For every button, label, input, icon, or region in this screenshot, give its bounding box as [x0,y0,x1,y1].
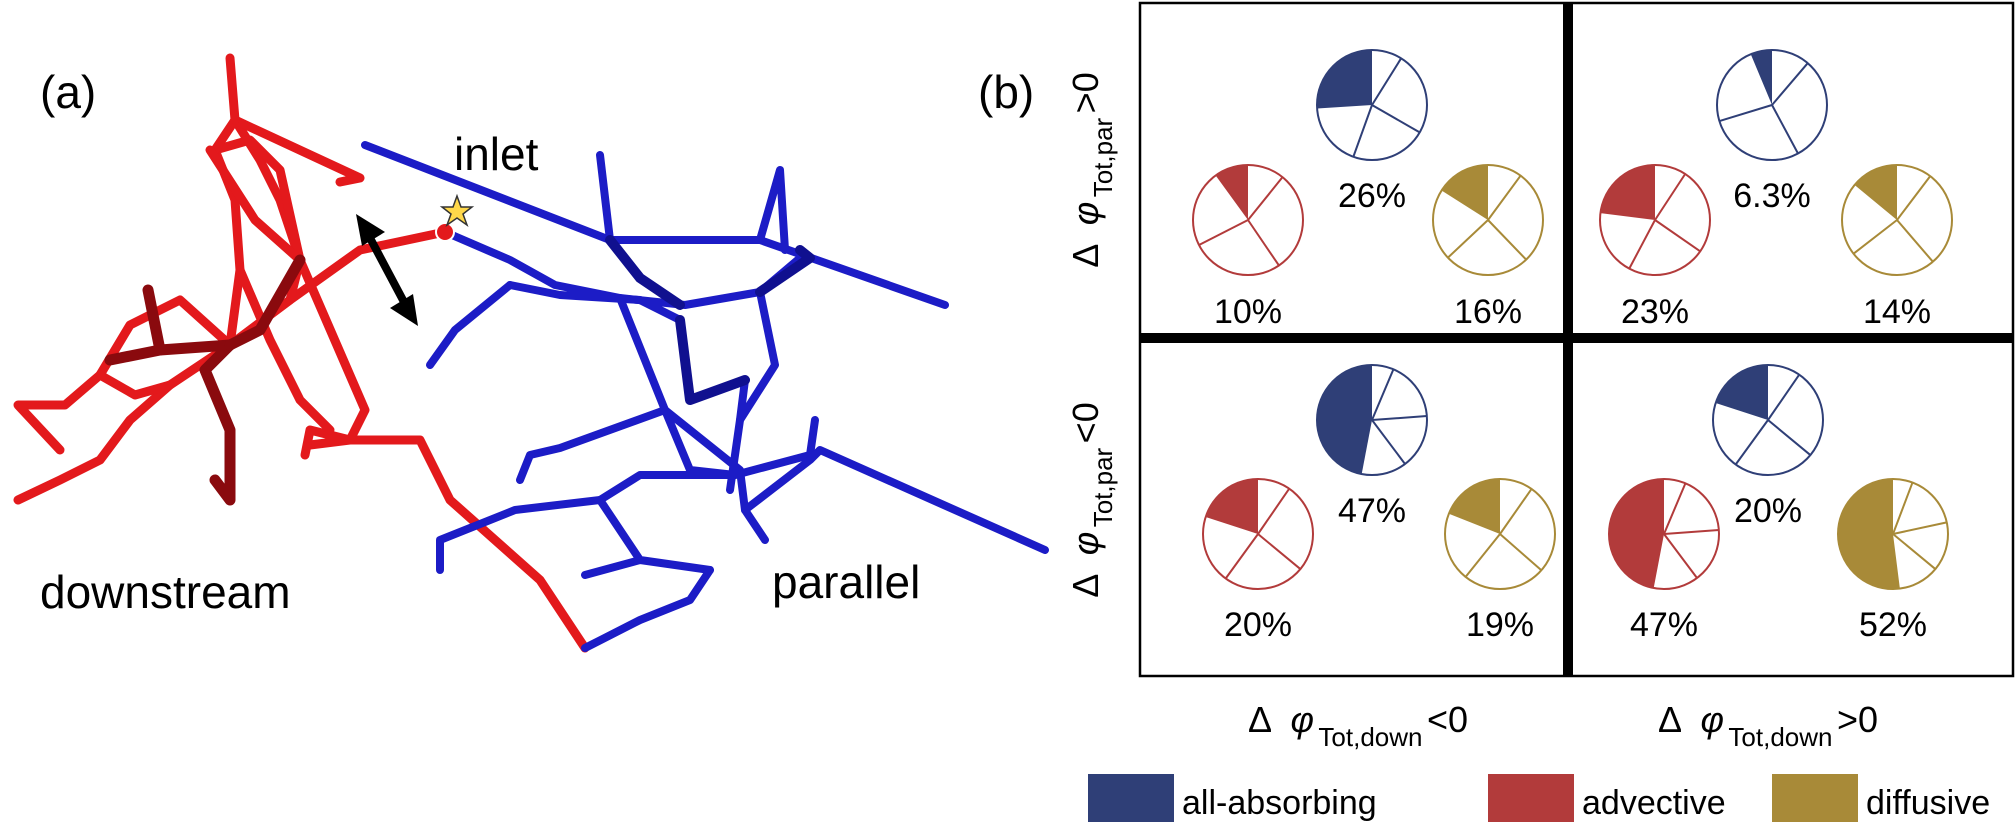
pie-top-right-advective-divider-2 [1654,219,1701,253]
y-axis-label-top: Δ φ Tot,par >0 [1065,72,1118,267]
pie-top-left-advective-divider-1 [1247,176,1284,221]
pct-top-left-advective: 10% [1214,293,1282,331]
pie-bottom-left-advective-divider-2 [1257,533,1302,570]
pie-top-right-diffusive-sector [1854,165,1897,220]
pie-top-left-advective-sector [1215,165,1248,220]
pie-top-right-diffusive [1841,164,1953,276]
pie-bottom-left-advective-divider-3 [1224,533,1259,580]
pie-top-right-all-absorbing [1716,49,1828,161]
panel-b-label: (b) [978,66,1034,118]
pie-bottom-right-diffusive-sector [1838,479,1900,589]
pie-bottom-left-all-absorbing [1316,364,1428,476]
x-axis-label-right: Δ φ Tot,down >0 [1658,699,1878,752]
pie-top-right-advective-divider-1 [1654,173,1687,221]
pie-top-left-diffusive [1432,164,1544,276]
parallel-label: parallel [772,556,920,608]
pct-top-right-all-absorbing: 6.3% [1733,177,1811,215]
pie-bottom-left-diffusive [1444,478,1556,590]
pie-top-left-diffusive-sector [1441,165,1488,220]
pie-top-left-diffusive-divider-3 [1447,219,1489,259]
pie-bottom-right-advective-divider-1 [1663,482,1687,535]
pie-bottom-right-advective-divider-3 [1663,533,1698,579]
pie-top-right-all-absorbing-divider-3 [1719,104,1773,123]
pct-bottom-left-all-absorbing: 47% [1338,492,1406,530]
legend-swatch-advective [1488,774,1574,822]
legend-swatch-diffusive [1772,774,1858,822]
pie-top-left-diffusive-divider-1 [1487,175,1522,221]
pie-top-left-advective-divider-3 [1198,219,1249,246]
pie-bottom-right-diffusive-divider-2 [1892,521,1947,535]
pct-bottom-left-diffusive: 19% [1466,606,1534,644]
pie-top-right-all-absorbing-sector [1750,50,1772,105]
inlet-label: inlet [454,128,539,180]
pie-bottom-left-all-absorbing-divider-2 [1371,415,1427,421]
pie-layer [1192,49,1953,590]
pie-bottom-right-advective-sector [1608,479,1664,589]
panel-a-label: (a) [40,66,96,118]
inlet-star-icon [439,193,475,227]
pct-top-left-all-absorbing: 26% [1338,177,1406,215]
pie-bottom-left-all-absorbing-divider-1 [1371,368,1395,421]
parallel-network [361,141,1049,652]
pct-bottom-left-advective: 20% [1224,606,1292,644]
pie-top-right-all-absorbing-divider-2 [1771,104,1799,154]
pie-top-left-diffusive-divider-2 [1487,219,1527,261]
legend-label-all-absorbing: all-absorbing [1182,784,1377,822]
pct-bottom-right-diffusive: 52% [1859,606,1927,644]
pie-top-left-all-absorbing-divider-3 [1352,104,1373,158]
pct-top-right-diffusive: 14% [1863,293,1931,331]
pie-bottom-right-diffusive-divider-3 [1892,533,1937,570]
pie-bottom-left-diffusive-divider-1 [1499,488,1533,535]
pie-bottom-right-all-absorbing-divider-1 [1767,374,1801,421]
pie-bottom-left-advective-sector [1205,479,1258,534]
pie-bottom-left-all-absorbing-sector [1317,365,1372,475]
x-axis-label-left: Δ φ Tot,down <0 [1248,699,1468,752]
pie-top-right-advective-divider-3 [1628,219,1656,270]
pie-top-left-all-absorbing-divider-2 [1371,104,1421,134]
pie-bottom-left-diffusive-divider-3 [1464,533,1501,578]
pie-top-right-all-absorbing-divider-1 [1771,62,1809,106]
pct-top-right-advective: 23% [1621,293,1689,331]
pie-top-right-diffusive-divider-2 [1896,219,1934,263]
pie-bottom-left-diffusive-sector [1448,479,1500,534]
pie-bottom-right-all-absorbing-sector [1715,365,1768,420]
y-axis-label-bottom: Δ φ Tot,par <0 [1065,402,1118,597]
pie-top-left-all-absorbing-divider-1 [1371,57,1402,106]
pie-bottom-right-all-absorbing-divider-3 [1734,419,1769,466]
pie-top-left-advective-divider-2 [1247,219,1280,267]
legend-label-diffusive: diffusive [1866,784,1990,822]
pie-top-right-diffusive-divider-1 [1896,175,1932,221]
legend: all-absorbing advective diffusive [1088,774,1990,822]
pie-bottom-left-advective [1202,478,1314,590]
pct-top-left-diffusive: 16% [1454,293,1522,331]
pie-top-left-all-absorbing [1316,49,1428,161]
pie-bottom-left-diffusive-divider-2 [1499,533,1543,571]
pct-bottom-right-advective: 47% [1630,606,1698,644]
pie-bottom-left-all-absorbing-divider-3 [1371,419,1406,465]
downstream-network [13,53,590,653]
svg-text:Δ φ Tot,par: Δ φ Tot,par <0 [1065,402,1118,597]
legend-swatch-all-absorbing [1088,774,1174,822]
pie-bottom-right-advective-divider-2 [1663,529,1719,535]
pie-top-left-all-absorbing-sector [1317,50,1372,109]
pie-bottom-right-all-absorbing-divider-2 [1767,419,1812,456]
pie-top-right-advective-sector [1600,165,1655,220]
legend-label-advective: advective [1582,784,1726,822]
inlet-point [435,222,455,242]
pie-top-right-diffusive-divider-3 [1852,219,1898,255]
pie-bottom-left-advective-divider-1 [1257,488,1291,535]
svg-text:Δ φ Tot,par: Δ φ Tot,par >0 [1065,72,1118,267]
pie-bottom-right-diffusive [1837,478,1949,590]
pie-bottom-right-diffusive-divider-1 [1892,482,1914,535]
pct-bottom-right-all-absorbing: 20% [1734,492,1802,530]
pie-bottom-right-advective [1608,478,1720,590]
pie-bottom-right-all-absorbing [1712,364,1824,476]
pie-top-left-advective [1192,164,1304,276]
double-arrow-icon [356,214,418,326]
downstream-label: downstream [40,566,291,618]
pie-top-right-advective [1599,164,1711,276]
